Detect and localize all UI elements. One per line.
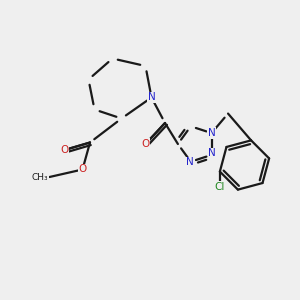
Text: O: O [141, 139, 150, 149]
Text: O: O [60, 145, 69, 155]
Text: N: N [208, 148, 216, 158]
Text: O: O [78, 164, 87, 175]
Text: N: N [186, 157, 194, 167]
Text: N: N [148, 92, 155, 103]
Text: CH₃: CH₃ [32, 172, 48, 182]
Text: N: N [208, 128, 215, 138]
Text: Cl: Cl [215, 182, 225, 192]
